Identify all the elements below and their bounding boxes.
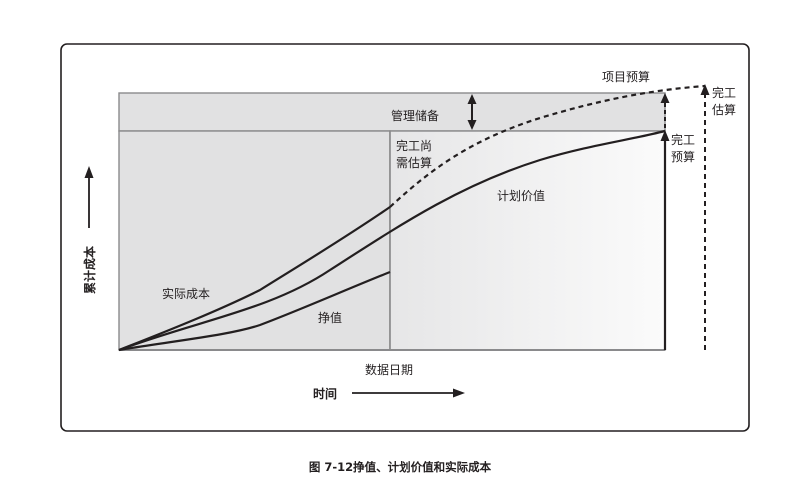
eac-label-line1: 完工 [712,85,736,100]
etc-label-line1: 完工尚 [396,138,432,153]
earned-value-label: 挣值 [318,310,342,325]
remaining-period-panel [389,130,666,351]
etc-label-line2: 需估算 [396,155,432,170]
bac-arrow-head [660,130,670,141]
eac-arrow-head [700,84,710,95]
forecast-dashed-curve [389,84,706,208]
management-reserve-band [118,92,666,132]
figure-caption: 图 7-12挣值、计划价值和实际成本 [309,460,492,474]
bac-label-line1: 完工 [671,132,695,147]
planned-value-label: 计划价值 [497,188,545,203]
data-date-label: 数据日期 [365,362,413,377]
project-budget-label: 项目预算 [602,69,650,84]
earned-value-curve [118,270,391,352]
project-budget-arrow-head [660,93,670,103]
reserve-arrow-down [467,120,477,130]
y-axis-arrow-head [84,166,94,178]
reserve-arrow-up [467,94,477,104]
bac-label-line2: 预算 [671,149,695,164]
elapsed-period-panel [118,130,391,351]
management-reserve-label: 管理储备 [391,108,439,123]
x-axis-arrow-head [453,388,465,398]
y-axis-label: 累计成本 [82,246,97,294]
planned-value-curve [118,129,666,352]
eac-label-line2: 估算 [712,102,736,117]
actual-cost-label: 实际成本 [162,286,210,301]
x-axis-label: 时间 [313,386,337,401]
actual-cost-curve [118,206,391,352]
